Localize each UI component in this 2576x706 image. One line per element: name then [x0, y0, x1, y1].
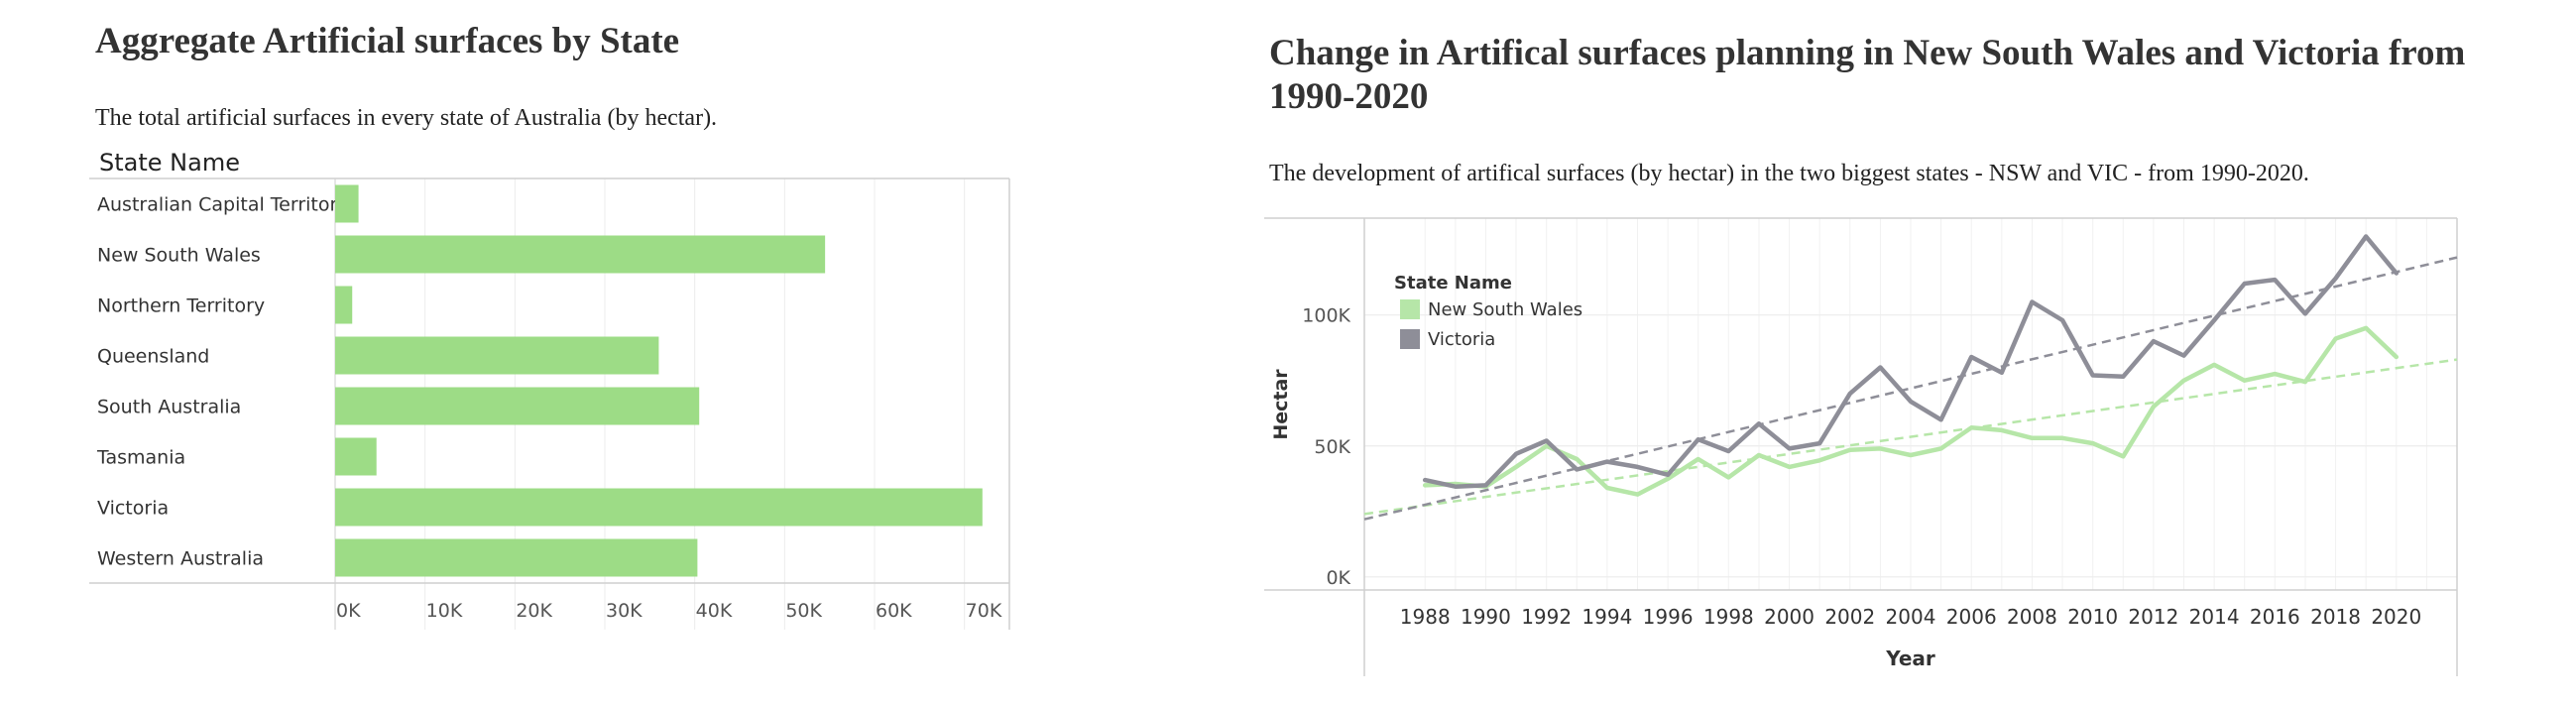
category-label: Victoria [97, 498, 169, 520]
trendline [1363, 358, 2458, 516]
category-label: South Australia [97, 397, 241, 418]
x-tick-label: 2016 [2250, 605, 2300, 629]
category-label: Australian Capital Territory [97, 194, 349, 216]
bar [335, 235, 826, 274]
x-tick-label: 2004 [1886, 605, 1936, 629]
x-tick-label: 2012 [2128, 605, 2178, 629]
category-label: Tasmania [96, 447, 185, 469]
x-tick-label: 1988 [1400, 605, 1451, 629]
x-tick-label: 2014 [2189, 605, 2240, 629]
category-label: Western Australia [97, 548, 264, 570]
line-chart: 0K 50K 100K Hectar 1988 1990 1992 1994 1996 1998 2… [1264, 217, 2458, 676]
trendline [1363, 256, 2458, 521]
x-tick-label: 2020 [2371, 605, 2421, 629]
line-chart-panel: Change in Artifical surfaces planning in… [1259, 0, 2576, 706]
category-label: Queensland [97, 346, 209, 368]
series-line [1422, 234, 2400, 489]
y-tick-label: 100K [1302, 305, 1350, 327]
x-tick-label: 1998 [1703, 605, 1754, 629]
x-tick-label: 1990 [1461, 605, 1511, 629]
legend-label: New South Wales [1428, 299, 1582, 320]
x-tick-label: 2008 [2007, 605, 2057, 629]
x-tick-label: 1994 [1581, 605, 1632, 629]
x-tick-label: 70K [966, 600, 1002, 622]
x-tick-label: 2018 [2310, 605, 2361, 629]
x-tick-label: 1996 [1643, 605, 1694, 629]
x-tick-label: 30K [606, 600, 643, 622]
line-chart-subtitle: The development of artifical surfaces (b… [1269, 161, 2309, 186]
x-tick-label: 60K [876, 600, 912, 622]
x-tick-label: 10K [426, 600, 463, 622]
x-tick-label: 2006 [1946, 605, 1997, 629]
legend-title: State Name [1394, 273, 1512, 294]
bar-chart-subtitle: The total artificial surfaces in every s… [95, 105, 718, 131]
legend-label: Victoria [1428, 329, 1495, 350]
x-tick-label: 0K [336, 600, 361, 622]
bar-chart: State Name Australian Capital Territory Ne… [89, 149, 1010, 630]
legend-swatch [1400, 299, 1420, 319]
row-header: State Name [99, 149, 240, 176]
category-label: New South Wales [97, 245, 261, 267]
bar [335, 286, 353, 324]
x-tick-label: 1992 [1521, 605, 1572, 629]
x-tick-label: 20K [516, 600, 552, 622]
x-tick-label: 50K [785, 600, 822, 622]
bar-chart-panel: Aggregate Artificial surfaces by State T… [0, 0, 1259, 706]
line-chart-title: Change in Artifical surfaces planning in… [1269, 33, 2466, 118]
x-tick-label: 40K [696, 600, 733, 622]
bar [335, 336, 659, 375]
legend-swatch [1400, 329, 1420, 349]
x-tick-label: 2002 [1824, 605, 1875, 629]
bar [335, 184, 359, 223]
bar [335, 387, 700, 425]
x-axis-label: Year [1885, 647, 1935, 670]
y-axis-label: Hectar [1270, 369, 1292, 440]
bar [335, 437, 377, 476]
y-tick-label: 0K [1326, 567, 1350, 589]
x-tick-label: 2000 [1764, 605, 1815, 629]
bar [335, 488, 983, 527]
bar [335, 538, 698, 577]
bar-chart-title: Aggregate Artificial surfaces by State [95, 21, 680, 61]
y-tick-label: 50K [1314, 436, 1350, 458]
category-label: Northern Territory [97, 295, 265, 317]
x-tick-label: 2010 [2067, 605, 2118, 629]
